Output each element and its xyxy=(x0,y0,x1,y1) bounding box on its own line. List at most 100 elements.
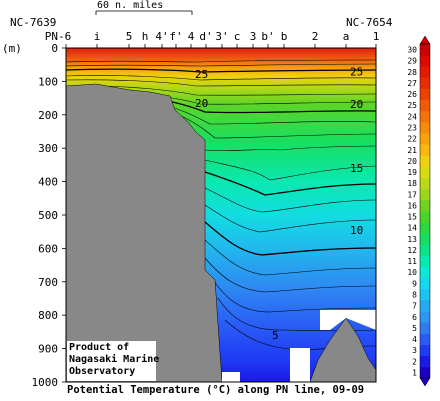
y-axis-title: (m) xyxy=(2,42,22,55)
station-label: i xyxy=(94,30,101,43)
station-label: c xyxy=(234,30,241,43)
colorbar-label: 2 xyxy=(412,357,417,366)
station-label: 3' xyxy=(215,30,228,43)
station-label: b' xyxy=(261,30,274,43)
no-data-region xyxy=(320,310,376,330)
colorbar-label: 18 xyxy=(407,179,417,188)
credit-line-2: Nagasaki Marine xyxy=(69,354,160,365)
colorbar-label: 14 xyxy=(407,224,417,233)
colorbar-label: 7 xyxy=(412,302,417,311)
station-label: a xyxy=(343,30,350,43)
colorbar-segment xyxy=(420,300,430,312)
scale-bar: 60 n. miles xyxy=(95,0,193,15)
colorbar-segment xyxy=(420,88,430,101)
colorbar-segment xyxy=(420,244,430,256)
colorbar-label: 26 xyxy=(407,90,417,99)
colorbar-segment xyxy=(420,110,430,123)
colorbar: 1234567891011121314151617181920212223242… xyxy=(407,35,431,387)
colorbar-segment xyxy=(420,322,430,334)
station-label: d' xyxy=(199,30,212,43)
credit-box: Product of Nagasaki Marine Observatory xyxy=(67,341,160,381)
colorbar-label: 1 xyxy=(412,368,417,377)
colorbar-segment xyxy=(420,77,430,89)
y-tick-label: 0 xyxy=(51,42,58,55)
station-axis: PN-6 i 5 h 4' f' 4 d' 3' c 3 b' b 2 a 1 xyxy=(45,30,380,48)
colorbar-label: 16 xyxy=(407,201,417,210)
station-label: b xyxy=(281,30,288,43)
colorbar-label: 3 xyxy=(412,346,417,355)
y-tick-label: 1000 xyxy=(32,376,59,389)
colorbar-segment xyxy=(420,144,430,156)
colorbar-label: 24 xyxy=(407,112,417,121)
contour-label: 25 xyxy=(350,65,363,78)
colorbar-label: 10 xyxy=(407,268,417,277)
chart-title: Potential Temperature (°C) along PN line… xyxy=(67,384,365,396)
y-tick-label: 300 xyxy=(38,142,58,155)
colorbar-label: 22 xyxy=(407,135,417,144)
colorbar-segment xyxy=(420,166,430,178)
contour-label: 5 xyxy=(272,329,279,342)
colorbar-label: 11 xyxy=(407,257,417,266)
station-label: 4' xyxy=(155,30,168,43)
y-tick-label: 600 xyxy=(38,242,58,255)
no-data-region-2 xyxy=(290,348,310,382)
colorbar-segment xyxy=(420,66,430,78)
colorbar-label: 5 xyxy=(412,324,417,333)
colorbar-label: 17 xyxy=(407,190,417,199)
colorbar-label: 30 xyxy=(407,46,417,55)
colorbar-segment xyxy=(420,233,430,245)
colorbar-label: 9 xyxy=(412,279,417,288)
contour-label: 20 xyxy=(350,98,363,111)
colorbar-segment xyxy=(420,344,430,357)
no-data-region-3 xyxy=(222,372,240,382)
colorbar-segment xyxy=(420,121,430,134)
y-axis: 0 100 200 300 400 500 600 700 800 900 1000 xyxy=(32,42,66,389)
contour-label: 10 xyxy=(350,224,363,237)
y-tick-label: 700 xyxy=(38,276,58,289)
station-id-left: NC-7639 xyxy=(10,16,56,29)
colorbar-segment xyxy=(420,44,430,56)
colorbar-label: 27 xyxy=(407,79,417,88)
colorbar-label: 15 xyxy=(407,213,417,222)
y-tick-label: 100 xyxy=(38,75,58,88)
contour-label: 25 xyxy=(195,68,208,81)
station-label: 4 xyxy=(188,30,195,43)
station-label: 3 xyxy=(250,30,257,43)
colorbar-label: 25 xyxy=(407,101,417,110)
colorbar-segment xyxy=(420,211,430,223)
colorbar-segment xyxy=(420,333,430,345)
y-tick-label: 200 xyxy=(38,109,58,122)
colorbar-label: 12 xyxy=(407,246,417,255)
colorbar-label: 29 xyxy=(407,57,417,66)
colorbar-label: 8 xyxy=(412,291,417,300)
colorbar-segment xyxy=(420,133,430,145)
colorbar-segment xyxy=(420,188,430,201)
colorbar-label: 28 xyxy=(407,68,417,77)
station-label: 5 xyxy=(126,30,133,43)
colorbar-label: 19 xyxy=(407,168,417,177)
colorbar-label: 20 xyxy=(407,157,417,166)
scale-bar-label: 60 n. miles xyxy=(97,0,163,11)
colorbar-segment xyxy=(420,199,430,212)
station-label: 1 xyxy=(373,30,380,43)
colorbar-segment xyxy=(420,266,430,279)
colorbar-segment xyxy=(420,288,430,301)
credit-line-1: Product of xyxy=(69,342,130,353)
credit-line-3: Observatory xyxy=(69,366,136,377)
station-id-right: NC-7654 xyxy=(346,16,393,29)
colorbar-segment xyxy=(420,255,430,268)
colorbar-segment xyxy=(420,366,430,379)
station-label: PN-6 xyxy=(45,30,72,43)
y-tick-label: 900 xyxy=(38,343,58,356)
colorbar-label: 23 xyxy=(407,124,417,133)
colorbar-segment xyxy=(420,355,430,368)
station-label: 2 xyxy=(312,30,319,43)
seafloor-shelf xyxy=(65,83,223,383)
colorbar-segment xyxy=(420,155,430,167)
colorbar-segment xyxy=(420,99,430,112)
colorbar-label: 4 xyxy=(412,335,417,344)
station-label: f' xyxy=(169,30,182,43)
contour-label: 15 xyxy=(350,162,363,175)
colorbar-segment xyxy=(420,222,430,234)
